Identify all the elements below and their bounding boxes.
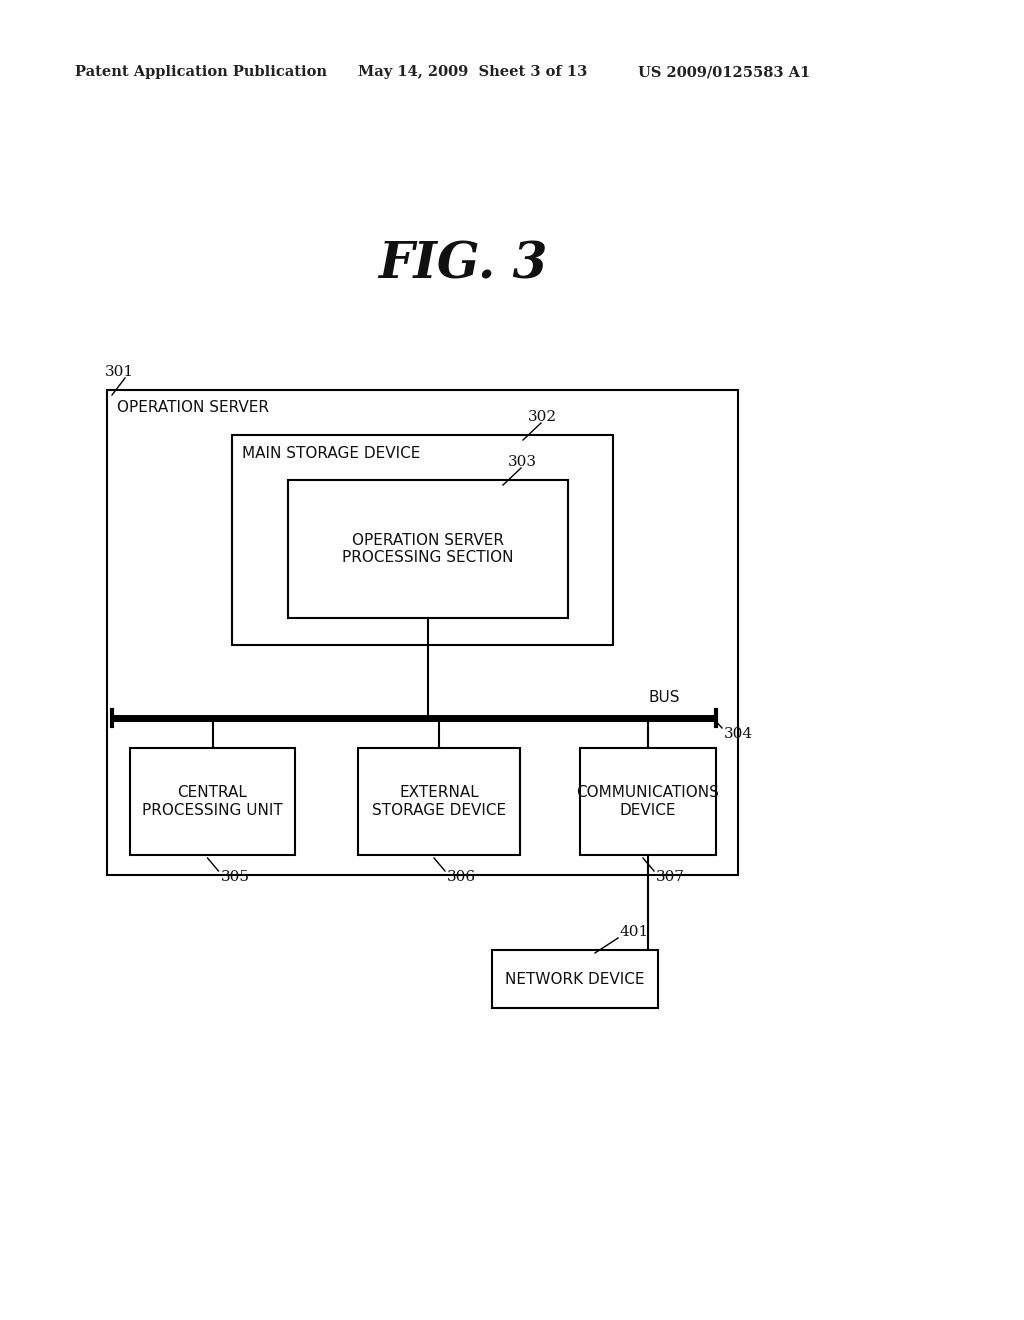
Text: 307: 307	[656, 870, 685, 884]
Text: FIG. 3: FIG. 3	[378, 240, 548, 289]
Text: MAIN STORAGE DEVICE: MAIN STORAGE DEVICE	[242, 446, 421, 461]
Text: May 14, 2009  Sheet 3 of 13: May 14, 2009 Sheet 3 of 13	[358, 65, 587, 79]
Text: BUS: BUS	[648, 690, 680, 705]
Text: 401: 401	[620, 925, 649, 939]
Text: US 2009/0125583 A1: US 2009/0125583 A1	[638, 65, 810, 79]
Text: CENTRAL
PROCESSING UNIT: CENTRAL PROCESSING UNIT	[142, 785, 283, 817]
Text: 306: 306	[447, 870, 476, 884]
Text: OPERATION SERVER: OPERATION SERVER	[117, 400, 269, 416]
Bar	[288, 480, 568, 618]
Bar	[232, 436, 613, 645]
Text: 301: 301	[105, 366, 134, 379]
Text: Patent Application Publication: Patent Application Publication	[75, 65, 327, 79]
Text: 303: 303	[508, 455, 537, 469]
Text: 305: 305	[220, 870, 250, 884]
Bar	[106, 389, 738, 875]
Text: 302: 302	[528, 411, 557, 424]
Bar	[492, 950, 658, 1008]
Text: COMMUNICATIONS
DEVICE: COMMUNICATIONS DEVICE	[577, 785, 720, 817]
Bar	[358, 748, 520, 855]
Bar	[580, 748, 716, 855]
Text: NETWORK DEVICE: NETWORK DEVICE	[505, 972, 645, 986]
Text: EXTERNAL
STORAGE DEVICE: EXTERNAL STORAGE DEVICE	[372, 785, 506, 817]
Text: 304: 304	[724, 727, 753, 741]
Bar	[130, 748, 295, 855]
Text: OPERATION SERVER
PROCESSING SECTION: OPERATION SERVER PROCESSING SECTION	[342, 533, 514, 565]
